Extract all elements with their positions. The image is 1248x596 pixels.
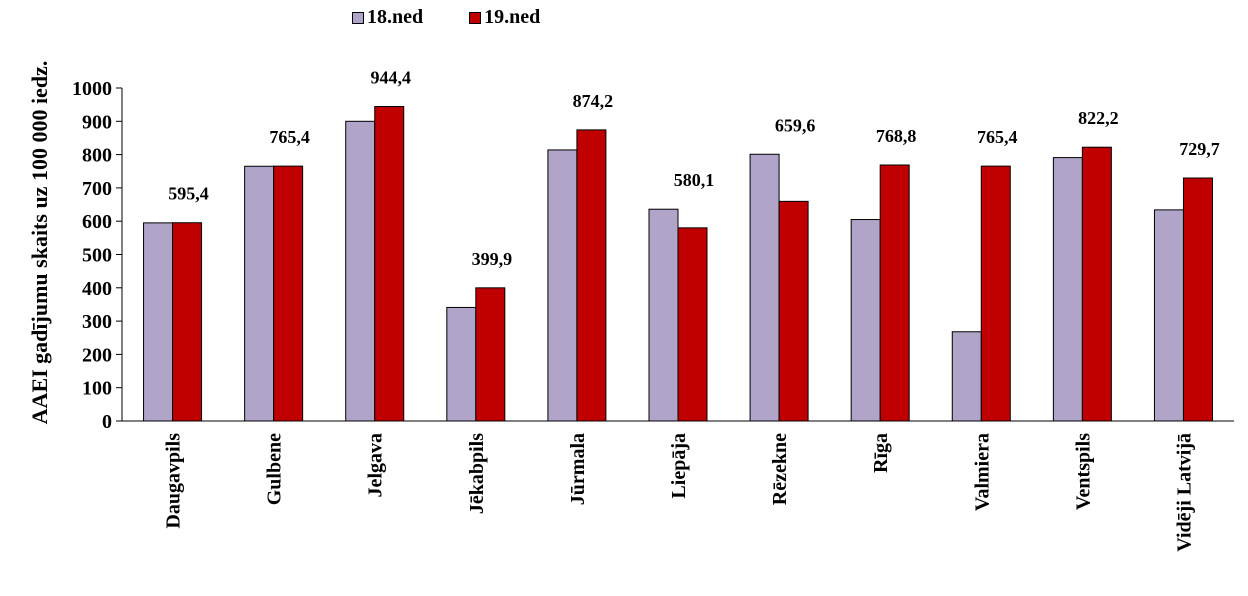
x-tick-label: Valmiera bbox=[971, 433, 993, 511]
data-label: 399,9 bbox=[472, 249, 513, 269]
x-tick-label: Liepāja bbox=[668, 433, 690, 499]
bar-19ned bbox=[778, 200, 809, 422]
x-tick-label: Daugavpils bbox=[163, 433, 185, 529]
y-tick-label: 400 bbox=[82, 278, 112, 300]
y-tick-label: 600 bbox=[82, 211, 112, 233]
bar-19ned bbox=[677, 227, 708, 422]
y-tick-label: 200 bbox=[82, 344, 112, 366]
x-tick-label: Rēzekne bbox=[769, 433, 791, 505]
data-label: 595,4 bbox=[168, 184, 209, 204]
bar-18ned bbox=[244, 165, 275, 422]
x-tick-label: Jēkabpils bbox=[466, 433, 488, 514]
legend-swatch-series-2 bbox=[469, 11, 482, 24]
bar-19ned bbox=[879, 164, 910, 422]
bar-18ned bbox=[1052, 157, 1083, 422]
bar-18ned bbox=[749, 153, 780, 422]
bar-19ned bbox=[273, 165, 304, 422]
y-tick-label: 900 bbox=[82, 111, 112, 133]
bar-19ned bbox=[172, 222, 203, 422]
bar-19ned bbox=[1081, 146, 1112, 422]
data-label: 765,4 bbox=[977, 127, 1018, 147]
legend: 18.ned 19.ned bbox=[352, 6, 540, 29]
data-label: 659,6 bbox=[775, 115, 816, 135]
bar-18ned bbox=[648, 208, 679, 422]
legend-swatch-series-1 bbox=[352, 11, 364, 24]
legend-label-series-2: 19.ned bbox=[484, 6, 541, 28]
y-tick-label: 1000 bbox=[72, 78, 112, 100]
x-tick-label: Rīga bbox=[870, 433, 892, 473]
y-tick-label: 300 bbox=[82, 311, 112, 333]
x-tick-label: Ventspils bbox=[1072, 433, 1094, 510]
bar-18ned bbox=[547, 149, 578, 422]
bar-19ned bbox=[374, 106, 405, 422]
bar-18ned bbox=[143, 222, 174, 422]
data-label: 874,2 bbox=[573, 91, 614, 111]
data-label: 580,1 bbox=[674, 170, 715, 190]
data-label: 822,2 bbox=[1078, 108, 1119, 128]
y-tick-label: 0 bbox=[102, 411, 112, 433]
legend-item-series-1: 18.ned bbox=[352, 6, 423, 29]
data-label: 944,4 bbox=[370, 68, 411, 88]
data-label: 765,4 bbox=[269, 127, 310, 147]
data-label: 768,8 bbox=[876, 126, 917, 146]
y-tick-label: 700 bbox=[82, 178, 112, 200]
bar-18ned bbox=[345, 120, 376, 422]
bar-19ned bbox=[576, 129, 607, 422]
x-tick-label: Jūrmala bbox=[567, 433, 589, 505]
bar-19ned bbox=[980, 165, 1011, 422]
y-tick-label: 800 bbox=[82, 145, 112, 167]
bar-18ned bbox=[446, 306, 477, 422]
bar-19ned bbox=[475, 287, 506, 422]
bar-19ned bbox=[1182, 177, 1213, 422]
bar-18ned bbox=[951, 331, 982, 422]
x-tick-label: Gulbene bbox=[264, 433, 286, 505]
y-tick-label: 500 bbox=[82, 245, 112, 267]
bar-18ned bbox=[1153, 209, 1184, 422]
legend-label-series-1: 18.ned bbox=[367, 6, 424, 28]
bar-18ned bbox=[850, 219, 881, 422]
x-tick-label: Jelgava bbox=[365, 433, 387, 497]
y-axis-title: AAEI gadījumu skaits uz 100 000 iedz. bbox=[27, 61, 52, 425]
legend-item-series-2: 19.ned bbox=[469, 6, 540, 29]
x-tick-label: Vidēji Latvijā bbox=[1173, 433, 1195, 552]
data-label: 729,7 bbox=[1179, 139, 1220, 159]
y-tick-label: 100 bbox=[82, 378, 112, 400]
